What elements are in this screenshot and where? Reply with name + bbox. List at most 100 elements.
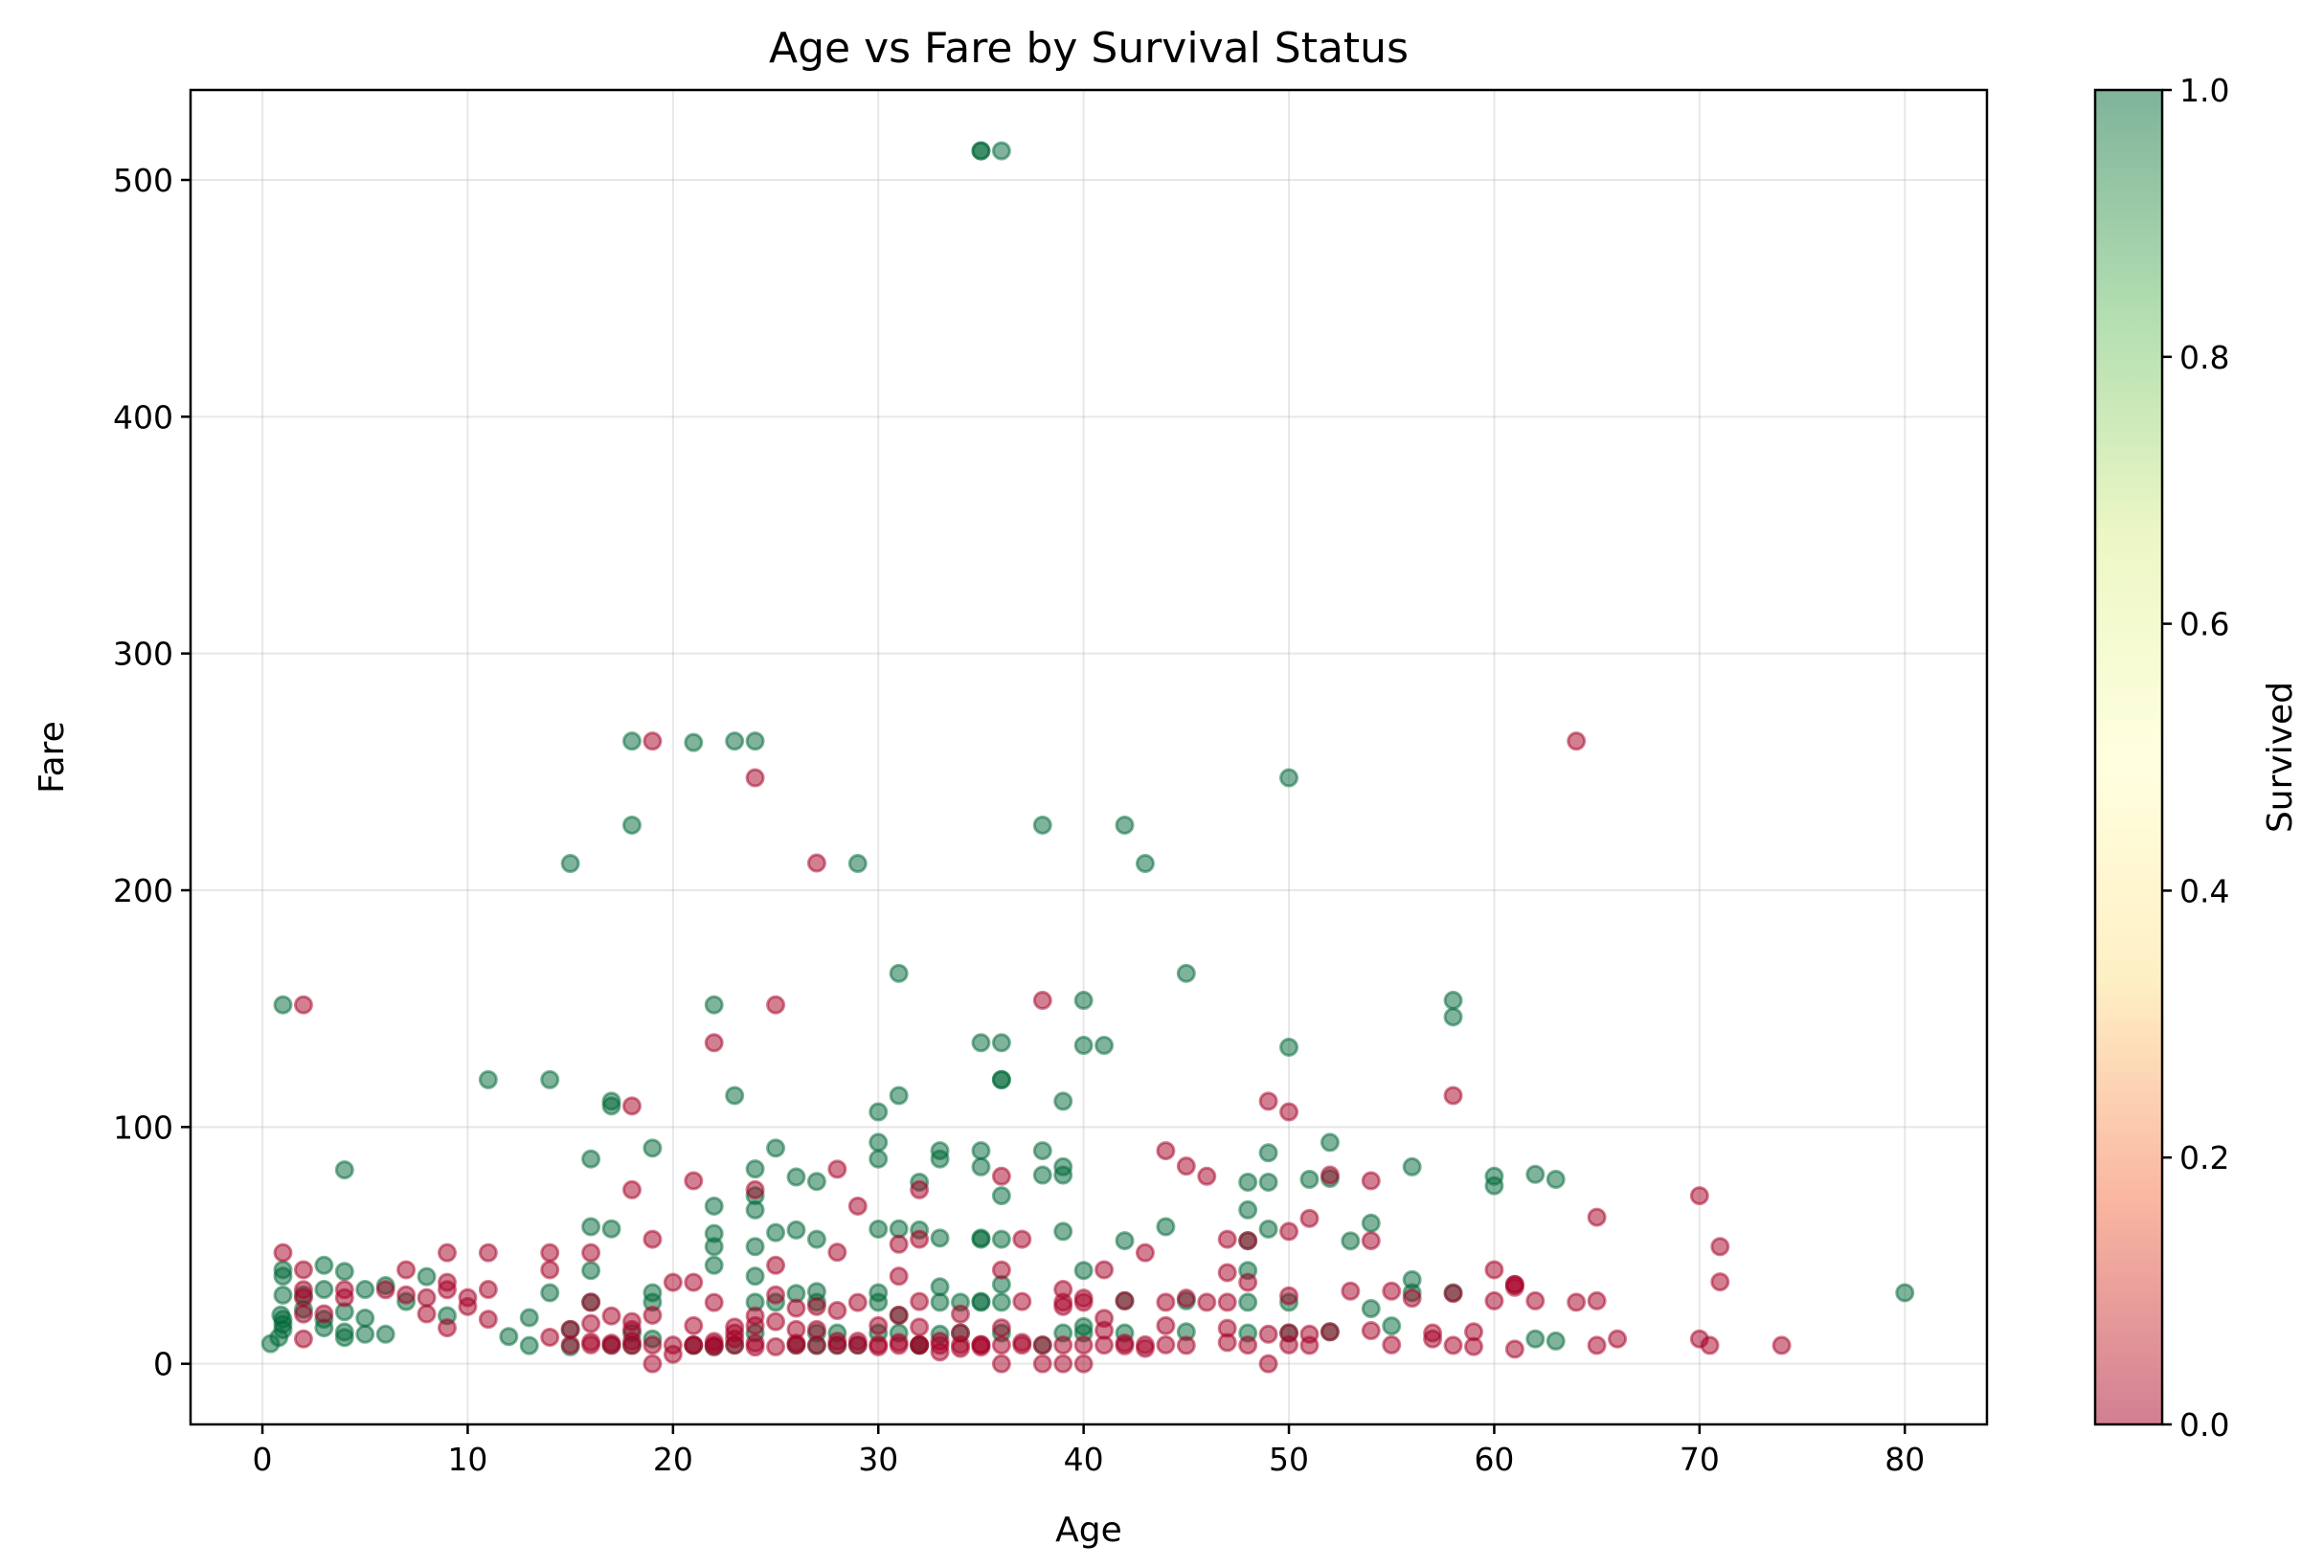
point-died	[540, 1260, 560, 1280]
point-died	[725, 1317, 745, 1337]
point-survived	[1443, 991, 1463, 1011]
point-died	[375, 1280, 395, 1300]
point-died	[1135, 1338, 1155, 1358]
point-survived	[1073, 1261, 1094, 1281]
point-died	[806, 853, 826, 873]
point-died	[1012, 1229, 1032, 1249]
point-died	[621, 1335, 642, 1355]
point-survived	[704, 1255, 724, 1275]
point-survived	[478, 1069, 498, 1089]
point-died	[684, 1171, 704, 1191]
point-survived	[314, 1255, 334, 1275]
point-survived	[601, 1219, 621, 1239]
point-died	[643, 1335, 663, 1355]
point-died	[1115, 1290, 1135, 1310]
point-died	[786, 1333, 806, 1354]
point-died	[910, 1179, 930, 1199]
point-survived	[1382, 1316, 1402, 1336]
point-died	[643, 1354, 663, 1374]
point-died	[1197, 1292, 1217, 1312]
point-survived	[1238, 1292, 1258, 1312]
point-died	[1587, 1207, 1607, 1227]
y-tick-label: 400	[113, 398, 173, 436]
colorbar-tick-label: 1.0	[2179, 72, 2229, 109]
point-died	[766, 1311, 786, 1332]
point-died	[1032, 1354, 1052, 1374]
point-survived	[1032, 815, 1052, 835]
point-survived	[1258, 1172, 1278, 1192]
point-survived	[971, 141, 991, 161]
point-survived	[1525, 1164, 1546, 1184]
point-survived	[991, 1186, 1011, 1206]
point-died	[847, 1332, 868, 1352]
point-died	[1320, 1322, 1340, 1342]
point-survived	[417, 1266, 437, 1287]
point-died	[684, 1335, 704, 1355]
point-died	[621, 1179, 642, 1199]
x-tick-label: 10	[447, 1441, 487, 1478]
point-survived	[971, 1228, 991, 1248]
point-died	[827, 1243, 847, 1263]
point-died	[1156, 1334, 1176, 1355]
point-died	[540, 1327, 560, 1347]
point-died	[1443, 1284, 1463, 1304]
plot-frame	[189, 88, 1989, 1426]
point-survived	[745, 1159, 765, 1179]
point-died	[1587, 1335, 1607, 1355]
point-died	[1464, 1336, 1483, 1356]
point-died	[1504, 1339, 1524, 1359]
point-died	[991, 1335, 1011, 1355]
point-survived	[745, 1266, 765, 1287]
point-survived	[766, 1222, 786, 1243]
x-axis-ticks: 0 10 20 30 40 50 60 70 80	[253, 1424, 1925, 1478]
point-survived	[1546, 1170, 1566, 1190]
point-died	[643, 1305, 663, 1325]
point-survived	[643, 1283, 663, 1303]
point-survived	[869, 1292, 889, 1312]
point-died	[643, 731, 663, 751]
y-axis-ticks: 0 100 200 300 400 500	[113, 162, 191, 1383]
point-died	[1073, 1292, 1094, 1312]
point-died	[601, 1306, 621, 1326]
point-survived	[273, 1266, 293, 1287]
x-tick-label: 30	[858, 1441, 898, 1478]
point-died	[1382, 1281, 1402, 1301]
point-survived	[355, 1280, 375, 1300]
point-survived	[806, 1172, 826, 1192]
point-survived	[1525, 1329, 1546, 1349]
point-died	[1217, 1229, 1237, 1249]
point-died	[1073, 1354, 1094, 1374]
point-survived	[847, 854, 868, 874]
point-died	[1032, 991, 1052, 1011]
point-died	[971, 1334, 991, 1355]
point-died	[1423, 1329, 1443, 1349]
point-survived	[704, 1237, 724, 1257]
point-survived	[930, 1228, 950, 1248]
point-died	[663, 1344, 683, 1364]
x-tick-label: 20	[653, 1441, 693, 1478]
point-survived	[1094, 1036, 1115, 1056]
point-survived	[581, 1149, 601, 1169]
point-died	[1279, 1323, 1299, 1343]
y-tick-label: 500	[113, 162, 173, 199]
point-died	[704, 1334, 724, 1355]
point-died	[766, 1336, 786, 1356]
point-survived	[1032, 1141, 1052, 1161]
point-died	[806, 1335, 826, 1355]
point-died	[663, 1272, 683, 1292]
point-died	[1504, 1274, 1524, 1294]
point-died	[1156, 1141, 1176, 1161]
point-died	[910, 1334, 930, 1355]
point-died	[1135, 1243, 1155, 1263]
colorbar-gradient	[2095, 90, 2162, 1424]
point-survived	[1053, 1091, 1073, 1111]
point-died	[991, 1260, 1011, 1280]
point-survived	[869, 1219, 889, 1239]
point-died	[581, 1243, 601, 1263]
point-survived	[745, 1237, 765, 1257]
point-survived	[1073, 1036, 1094, 1056]
point-survived	[581, 1217, 601, 1237]
point-survived	[766, 1138, 786, 1158]
colorbar-label: Survived	[2261, 682, 2300, 833]
point-died	[1700, 1335, 1720, 1355]
